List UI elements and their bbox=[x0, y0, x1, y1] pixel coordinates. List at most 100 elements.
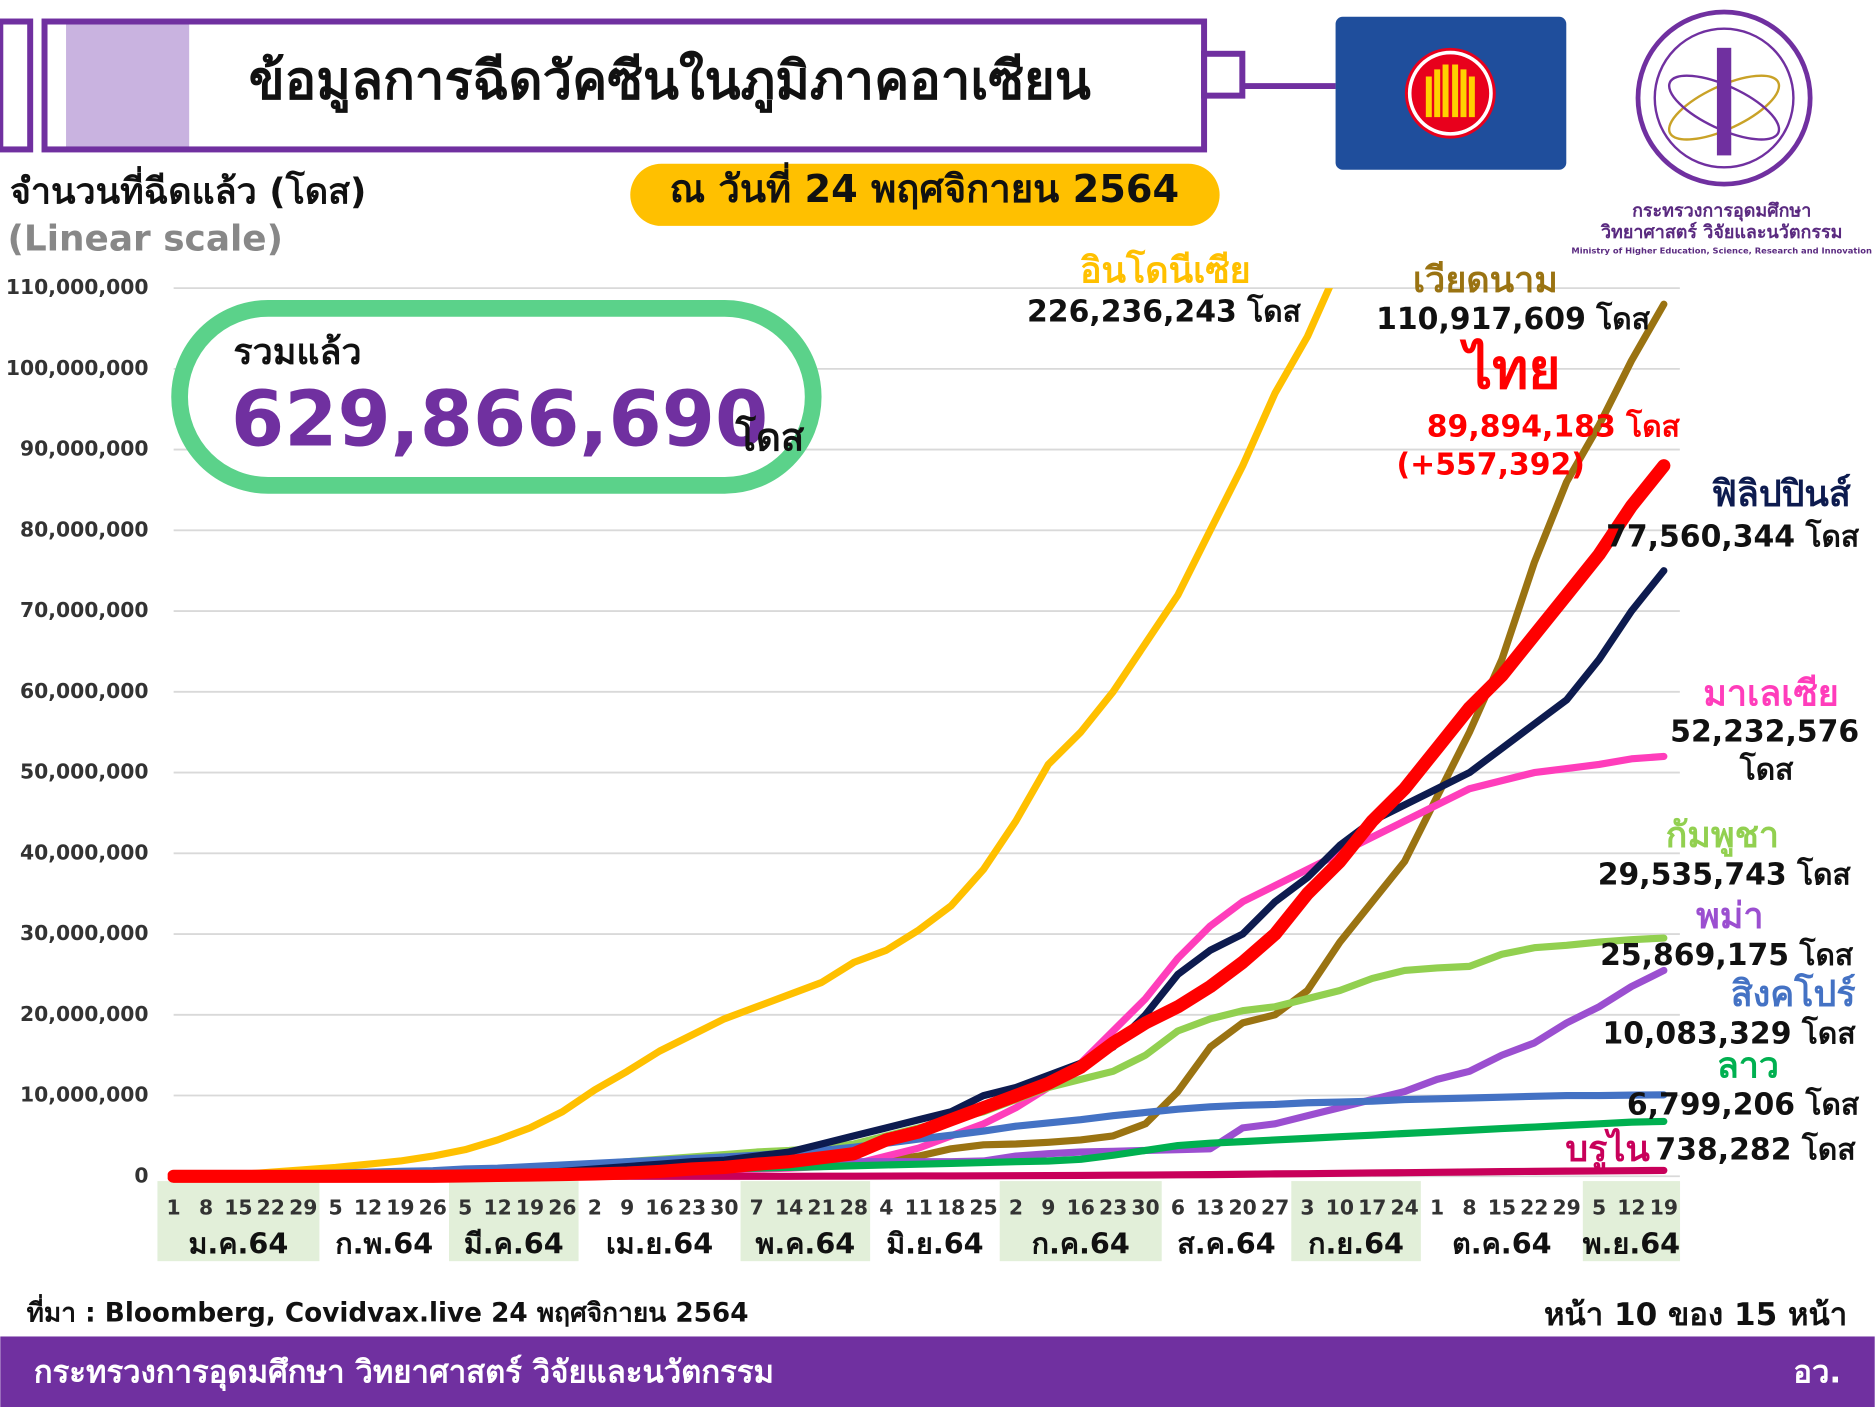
x-tick-label: 23 bbox=[678, 1196, 706, 1220]
y-tick-label: 70,000,000 bbox=[20, 598, 149, 622]
x-tick-label: 5 bbox=[1592, 1196, 1606, 1220]
series-annotation: 226,236,243 โดส bbox=[1027, 293, 1302, 330]
footer-band bbox=[0, 1336, 1875, 1407]
series-line bbox=[170, 288, 1333, 1180]
x-tick-label: 16 bbox=[645, 1196, 673, 1220]
month-shade bbox=[157, 1181, 320, 1262]
lines bbox=[167, 288, 1671, 1183]
x-tick-label: 1 bbox=[1430, 1196, 1444, 1220]
y-tick-label: 0 bbox=[134, 1163, 148, 1187]
x-tick-label: 23 bbox=[1099, 1196, 1127, 1220]
x-tick-label: 1 bbox=[167, 1196, 181, 1220]
legend-entry: อินโดนีเซีย bbox=[1080, 249, 1251, 292]
month-label: พ.ค.64 bbox=[755, 1227, 855, 1261]
x-tick-label: 6 bbox=[1171, 1196, 1185, 1220]
month-shade bbox=[999, 1181, 1162, 1262]
x-tick-label: 2 bbox=[1009, 1196, 1023, 1220]
x-tick-label: 19 bbox=[516, 1196, 544, 1220]
logo-line: วิทยาศาสตร์ วิจัยและนวัตกรรม bbox=[1600, 221, 1842, 243]
y-tick-label: 30,000,000 bbox=[20, 921, 149, 945]
legend-entry: เวียดนาม bbox=[1413, 260, 1558, 301]
y-axis-label: จำนวนที่ฉีดแล้ว (โดส) bbox=[10, 166, 367, 213]
month-label: ส.ค.64 bbox=[1177, 1227, 1275, 1261]
x-tick-label: 12 bbox=[1617, 1196, 1645, 1220]
month-label: ก.พ.64 bbox=[335, 1227, 433, 1261]
month-label: ก.ย.64 bbox=[1308, 1227, 1404, 1261]
x-tick-label: 15 bbox=[1488, 1196, 1516, 1220]
x-tick-label: 8 bbox=[199, 1196, 213, 1220]
month-label: พ.ย.64 bbox=[1583, 1227, 1680, 1261]
chart-title: ข้อมูลการฉีดวัคซีนในภูมิภาคอาเซียน bbox=[249, 49, 1091, 113]
x-tick-label: 29 bbox=[289, 1196, 317, 1220]
x-tick-label: 14 bbox=[775, 1196, 803, 1220]
x-tick-label: 20 bbox=[1229, 1196, 1257, 1220]
x-tick-label: 30 bbox=[1131, 1196, 1159, 1220]
x-tick-label: 26 bbox=[548, 1196, 576, 1220]
y-tick-label: 20,000,000 bbox=[20, 1002, 149, 1026]
x-tick-label: 29 bbox=[1553, 1196, 1581, 1220]
series-line bbox=[170, 567, 1668, 1180]
month-label: มิ.ย.64 bbox=[886, 1227, 983, 1261]
month-label: มี.ค.64 bbox=[464, 1227, 564, 1261]
legend-entry: ฟิลิปปินส์ bbox=[1711, 473, 1850, 515]
month-band: 1 8 15 22 29ม.ค.645 12 19 26ก.พ.645 12 19 26มี.ค.6… bbox=[157, 1181, 1681, 1262]
month-shade bbox=[1582, 1181, 1681, 1262]
scale-note: (Linear scale) bbox=[7, 218, 283, 259]
series-line bbox=[167, 459, 1671, 1183]
y-tick-label: 40,000,000 bbox=[20, 840, 149, 864]
legend-entry: มาเลเซีย bbox=[1703, 674, 1839, 715]
legend-entry: บรูไน bbox=[1565, 1127, 1650, 1171]
x-tick-label: 22 bbox=[1520, 1196, 1548, 1220]
y-tick-label: 80,000,000 bbox=[20, 517, 149, 541]
y-tick-label: 100,000,000 bbox=[6, 356, 149, 380]
month-shade bbox=[740, 1181, 871, 1262]
x-tick-label: 19 bbox=[386, 1196, 414, 1220]
x-tick-label: 16 bbox=[1067, 1196, 1095, 1220]
legend-entry: พม่า bbox=[1696, 896, 1763, 937]
x-tick-label: 26 bbox=[419, 1196, 447, 1220]
date-pill bbox=[630, 163, 1220, 226]
x-tick-label: 5 bbox=[329, 1196, 343, 1220]
y-tick-label: 90,000,000 bbox=[20, 437, 149, 461]
series-annotation: 89,894,183 โดส bbox=[1427, 407, 1681, 444]
x-tick-label: 25 bbox=[969, 1196, 997, 1220]
logo-line: กระทรวงการอุดมศึกษา bbox=[1632, 201, 1811, 222]
series-annotation: (+557,392) bbox=[1397, 448, 1585, 483]
x-tick-label: 5 bbox=[458, 1196, 472, 1220]
ministry-logo bbox=[1635, 9, 1813, 187]
x-tick-label: 19 bbox=[1650, 1196, 1678, 1220]
x-tick-label: 12 bbox=[483, 1196, 511, 1220]
y-tick-label: 110,000,000 bbox=[6, 275, 149, 299]
x-tick-label: 9 bbox=[1041, 1196, 1055, 1220]
subtitle: ณ วันที่ 24 พฤศจิกายน 2564 bbox=[670, 162, 1180, 212]
y-tick-label: 50,000,000 bbox=[20, 760, 149, 784]
x-tick-label: 18 bbox=[937, 1196, 965, 1220]
legend-entry: ลาว bbox=[1717, 1046, 1779, 1087]
page-number: หน้า 10 ของ 15 หน้า bbox=[1544, 1297, 1847, 1333]
month-label: ม.ค.64 bbox=[189, 1227, 289, 1261]
y-tick-label: 10,000,000 bbox=[20, 1083, 149, 1107]
x-tick-label: 11 bbox=[905, 1196, 933, 1220]
x-tick-label: 24 bbox=[1391, 1196, 1419, 1220]
series-annotation: 77,560,344 โดส bbox=[1606, 517, 1860, 554]
month-label: ต.ค.64 bbox=[1452, 1227, 1551, 1261]
total-unit: โดส bbox=[734, 414, 804, 460]
x-tick-label: 28 bbox=[840, 1196, 868, 1220]
legend-entry: สิงคโปร์ bbox=[1731, 972, 1856, 1015]
series-annotation: 110,917,609 โดส bbox=[1376, 300, 1651, 337]
source: ที่มา : Bloomberg, Covidvax.live 24 พฤศจ… bbox=[27, 1293, 749, 1328]
footer-abbr: อว. bbox=[1793, 1355, 1841, 1391]
series-annotation: 6,799,206 โดส bbox=[1627, 1085, 1860, 1122]
logo-line: Ministry of Higher Education, Science, R… bbox=[1571, 246, 1872, 256]
total-box bbox=[171, 300, 822, 494]
series-annotation: 10,083,329 โดส bbox=[1602, 1015, 1856, 1052]
x-tick-label: 27 bbox=[1261, 1196, 1289, 1220]
x-tick-label: 4 bbox=[879, 1196, 893, 1220]
month-label: เม.ย.64 bbox=[606, 1227, 713, 1261]
series-annotation: 25,869,175 โดส bbox=[1600, 936, 1854, 973]
x-tick-label: 13 bbox=[1196, 1196, 1224, 1220]
month-shade bbox=[448, 1181, 579, 1262]
y-tick-label: 60,000,000 bbox=[20, 679, 149, 703]
